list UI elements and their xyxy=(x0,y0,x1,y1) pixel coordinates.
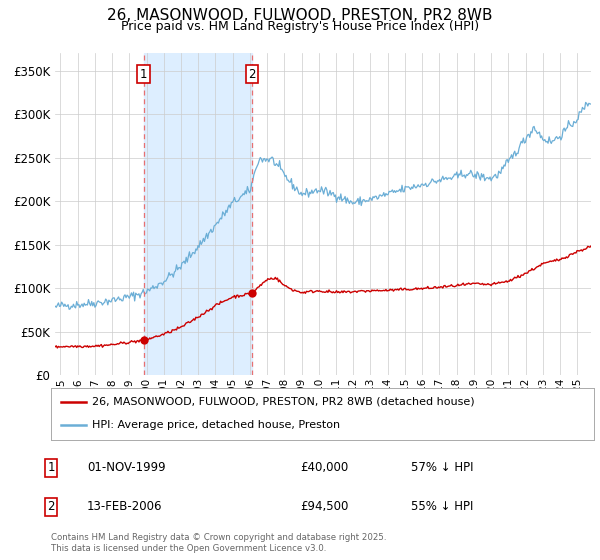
Text: 57% ↓ HPI: 57% ↓ HPI xyxy=(411,461,473,474)
Bar xyxy=(143,53,252,375)
Text: 2: 2 xyxy=(47,500,55,514)
Text: 55% ↓ HPI: 55% ↓ HPI xyxy=(411,500,473,514)
Text: 1: 1 xyxy=(140,68,148,81)
Text: £40,000: £40,000 xyxy=(300,461,348,474)
Text: Price paid vs. HM Land Registry's House Price Index (HPI): Price paid vs. HM Land Registry's House … xyxy=(121,20,479,32)
Text: 2: 2 xyxy=(248,68,256,81)
Text: 01-NOV-1999: 01-NOV-1999 xyxy=(87,461,166,474)
Text: 13-FEB-2006: 13-FEB-2006 xyxy=(87,500,163,514)
Text: 1: 1 xyxy=(47,461,55,474)
Text: HPI: Average price, detached house, Preston: HPI: Average price, detached house, Pres… xyxy=(92,420,340,430)
Text: 26, MASONWOOD, FULWOOD, PRESTON, PR2 8WB: 26, MASONWOOD, FULWOOD, PRESTON, PR2 8WB xyxy=(107,8,493,24)
Text: £94,500: £94,500 xyxy=(300,500,349,514)
Text: Contains HM Land Registry data © Crown copyright and database right 2025.
This d: Contains HM Land Registry data © Crown c… xyxy=(51,533,386,553)
Text: 26, MASONWOOD, FULWOOD, PRESTON, PR2 8WB (detached house): 26, MASONWOOD, FULWOOD, PRESTON, PR2 8WB… xyxy=(92,396,475,407)
